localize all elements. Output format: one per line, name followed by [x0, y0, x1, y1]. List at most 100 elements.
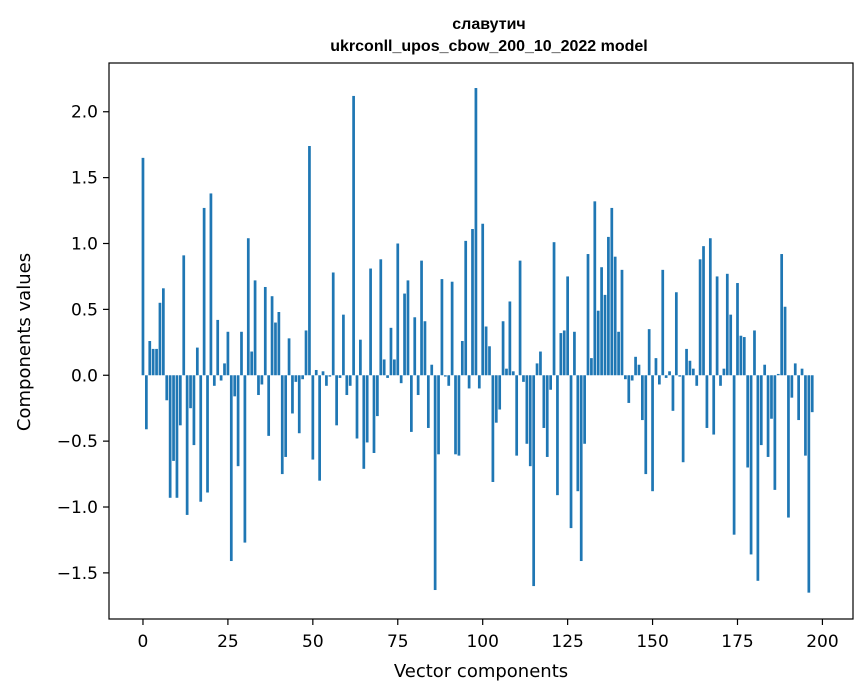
- bar-38: [270, 296, 274, 376]
- bar-101: [484, 326, 488, 376]
- bar-110: [515, 375, 519, 456]
- bar-20: [209, 193, 213, 376]
- bar-178: [746, 375, 750, 468]
- bar-98: [474, 88, 478, 376]
- bar-48: [304, 330, 308, 376]
- bar-47: [301, 375, 304, 380]
- bar-154: [664, 375, 668, 378]
- bar-1: [145, 375, 148, 430]
- plot-frame: [108, 62, 854, 620]
- bar-153: [661, 269, 665, 376]
- bar-112: [522, 375, 525, 382]
- bar-109: [511, 371, 515, 376]
- bar-170: [719, 375, 722, 386]
- bar-84: [426, 375, 430, 428]
- bar-180: [753, 330, 756, 376]
- bar-54: [325, 375, 328, 386]
- x-tick-label: 200: [806, 632, 838, 652]
- bar-163: [695, 375, 699, 386]
- bar-176: [739, 335, 743, 376]
- bar-194: [800, 368, 804, 376]
- bar-93: [457, 375, 461, 456]
- bar-159: [681, 375, 685, 463]
- bar-16: [195, 347, 199, 376]
- bar-150: [651, 375, 654, 492]
- bar-8: [168, 375, 172, 498]
- bar-151: [654, 358, 658, 376]
- bar-85: [430, 364, 434, 376]
- x-axis-label: Vector components: [394, 661, 568, 682]
- bar-166: [705, 375, 709, 428]
- bar-44: [291, 375, 294, 414]
- bar-92: [454, 375, 457, 455]
- bar-23: [219, 375, 223, 381]
- bar-66: [365, 375, 369, 443]
- bar-141: [620, 269, 624, 376]
- bar-30: [243, 375, 247, 543]
- bar-70: [379, 259, 383, 376]
- bar-7: [165, 375, 169, 401]
- bar-82: [420, 260, 423, 376]
- bar-128: [576, 375, 580, 492]
- bar-116: [535, 363, 539, 376]
- bar-192: [793, 363, 797, 376]
- x-tick-label: 100: [466, 632, 498, 652]
- bar-50: [311, 375, 315, 460]
- bar-135: [600, 267, 603, 376]
- bar-99: [477, 375, 481, 389]
- bar-181: [756, 375, 760, 581]
- bar-32: [250, 351, 254, 376]
- bar-169: [715, 276, 719, 376]
- bar-64: [359, 339, 362, 376]
- bar-33: [253, 280, 257, 376]
- bar-158: [678, 375, 682, 377]
- bar-106: [501, 321, 505, 376]
- bar-147: [641, 375, 644, 421]
- x-tick-label: 0: [138, 632, 149, 652]
- bar-6: [162, 288, 165, 376]
- bar-129: [579, 375, 583, 562]
- bar-94: [460, 341, 464, 376]
- bar-196: [807, 375, 811, 593]
- bar-190: [787, 375, 790, 518]
- bar-81: [416, 375, 420, 396]
- bar-59: [342, 314, 345, 376]
- bar-12: [182, 255, 186, 376]
- bar-46: [297, 375, 301, 434]
- bar-146: [637, 364, 641, 376]
- bar-118: [542, 375, 546, 428]
- bar-72: [386, 375, 389, 378]
- bar-114: [528, 375, 532, 467]
- bar-184: [766, 375, 770, 457]
- bar-126: [569, 375, 573, 529]
- bar-161: [688, 360, 692, 376]
- x-tick-label: 175: [721, 632, 753, 652]
- bar-41: [280, 375, 284, 475]
- bar-13: [185, 375, 189, 515]
- bar-11: [178, 375, 182, 426]
- x-tick-label: 50: [302, 632, 324, 652]
- bar-115: [532, 375, 536, 587]
- chart-title-line-2: ukrconll_upos_cbow_200_10_2022 model: [330, 38, 647, 55]
- bar-27: [233, 375, 237, 397]
- bar-189: [783, 306, 787, 376]
- bar-119: [545, 375, 549, 457]
- bar-61: [348, 375, 352, 386]
- bar-143: [627, 375, 631, 403]
- bar-75: [396, 243, 400, 376]
- x-tick-label: 25: [217, 632, 239, 652]
- bar-91: [450, 281, 454, 376]
- bar-145: [634, 356, 637, 376]
- bar-14: [189, 375, 192, 409]
- bar-165: [702, 246, 705, 376]
- bar-39: [274, 322, 277, 376]
- bar-36: [263, 286, 267, 376]
- x-tick-label: 75: [387, 632, 409, 652]
- bar-123: [559, 333, 563, 376]
- bar-53: [321, 371, 325, 376]
- bar-148: [644, 375, 648, 475]
- bar-124: [562, 330, 566, 376]
- bar-95: [464, 240, 468, 376]
- bar-series: [141, 88, 814, 593]
